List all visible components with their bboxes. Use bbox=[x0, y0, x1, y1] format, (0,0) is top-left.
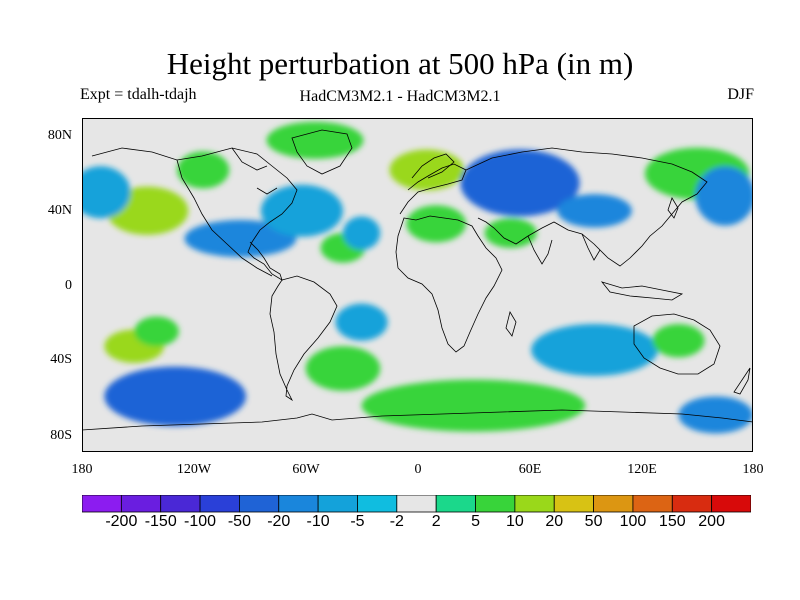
anomaly-region-8 bbox=[389, 149, 465, 191]
colorbar-label-3: -50 bbox=[227, 513, 251, 530]
colorbar-cell-8 bbox=[396, 495, 437, 513]
map-title: Height perturbation at 500 hPa (in m) bbox=[166, 46, 634, 81]
colorbar-cell-6 bbox=[317, 495, 358, 513]
anomaly-region-11 bbox=[557, 194, 632, 228]
colorbar-cell-16 bbox=[711, 495, 751, 513]
colorbar-label-0: -200 bbox=[105, 513, 138, 530]
colorbar-label-8: 2 bbox=[431, 513, 441, 530]
lon-label-120w: 120W bbox=[176, 462, 212, 477]
colorbar-label-7: -2 bbox=[389, 513, 404, 530]
anomaly-region-23 bbox=[335, 303, 388, 341]
model-label: HadCM3M2.1 - HadCM3M2.1 bbox=[299, 88, 501, 105]
anomaly-region-14 bbox=[695, 166, 753, 226]
anomaly-region-7 bbox=[342, 216, 381, 250]
coastlines bbox=[82, 129, 753, 431]
anomaly-region-10 bbox=[460, 149, 580, 217]
map-frame bbox=[82, 118, 753, 452]
colorbar-cell-7 bbox=[357, 495, 398, 513]
anomaly-region-21 bbox=[652, 323, 705, 358]
colorbar-label-15: 200 bbox=[698, 513, 725, 530]
anomaly-region-19 bbox=[361, 379, 586, 432]
colorbar-label-4: -20 bbox=[267, 513, 291, 530]
colorbar-label-14: 150 bbox=[658, 513, 686, 530]
colorbar-cell-5 bbox=[278, 495, 319, 513]
lat-label-0: 0 bbox=[65, 278, 72, 293]
lon-label-0: 0 bbox=[414, 462, 422, 477]
anomaly-region-12 bbox=[484, 218, 537, 248]
colorbar-cell-14 bbox=[632, 495, 673, 513]
colorbar-cell-15 bbox=[671, 495, 713, 513]
colorbar-cell-11 bbox=[514, 495, 555, 513]
anomaly-region-9 bbox=[406, 205, 466, 243]
colorbar-cell-4 bbox=[239, 495, 280, 513]
anomaly-region-4 bbox=[260, 184, 343, 237]
anomaly-region-18 bbox=[305, 346, 381, 391]
anomaly-region-20 bbox=[531, 323, 658, 376]
colorbar-cell-2 bbox=[160, 495, 201, 513]
lon-label-60w: 60W bbox=[292, 462, 320, 477]
colorbar-label-10: 10 bbox=[505, 513, 524, 530]
anomaly-region-16 bbox=[134, 316, 179, 347]
anomaly-region-22 bbox=[678, 396, 753, 434]
lon-label-180e: 180 bbox=[742, 462, 764, 477]
colorbar-label-11: 20 bbox=[545, 513, 564, 530]
anomaly-region-17 bbox=[104, 366, 247, 427]
colorbar-label-13: 100 bbox=[619, 513, 647, 530]
anomaly-region-5 bbox=[266, 121, 364, 159]
lon-label-180w: 180 bbox=[71, 462, 93, 477]
colorbar-cell-0 bbox=[82, 495, 122, 513]
anomaly-region-3 bbox=[184, 220, 297, 258]
colorbar-label-12: 50 bbox=[584, 513, 603, 530]
anomaly-region-1 bbox=[82, 166, 131, 219]
anomaly-region-2 bbox=[177, 151, 230, 189]
lon-label-120e: 120E bbox=[627, 462, 657, 477]
colorbar-cell-3 bbox=[199, 495, 240, 513]
lon-label-60e: 60E bbox=[518, 462, 542, 477]
colorbar-label-6: -5 bbox=[350, 513, 365, 530]
height-perturbation-map bbox=[82, 118, 753, 452]
colorbar-cell-12 bbox=[553, 495, 594, 513]
colorbar-cell-13 bbox=[593, 495, 634, 513]
colorbar-label-9: 5 bbox=[471, 513, 480, 530]
lat-label-80n: 80N bbox=[47, 128, 72, 143]
colorbar-cell-1 bbox=[120, 495, 162, 513]
colorbar-label-5: -10 bbox=[306, 513, 330, 530]
lat-label-40n: 40N bbox=[47, 203, 72, 218]
season-label: DJF bbox=[727, 86, 754, 103]
lat-label-80s: 80S bbox=[50, 428, 72, 443]
colorbar bbox=[82, 495, 751, 513]
lat-label-40s: 40S bbox=[50, 352, 72, 367]
colorbar-label-1: -150 bbox=[144, 513, 177, 530]
colorbar-label-2: -100 bbox=[184, 513, 217, 530]
colorbar-cell-10 bbox=[475, 495, 516, 513]
colorbar-cell-9 bbox=[435, 495, 476, 513]
experiment-label: Expt = tdalh-tdajh bbox=[80, 86, 197, 103]
